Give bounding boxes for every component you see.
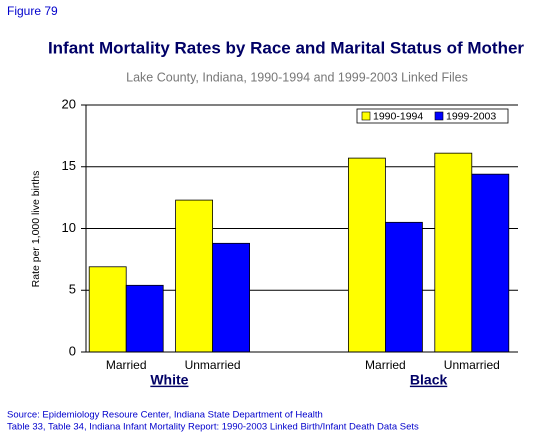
y-tick-label: 0 bbox=[69, 343, 76, 358]
x-tick-label: Unmarried bbox=[444, 358, 500, 372]
legend-label: 1990-1994 bbox=[373, 110, 423, 122]
bar bbox=[384, 221, 423, 353]
bar bbox=[125, 284, 164, 353]
y-tick-label: 10 bbox=[62, 220, 76, 235]
legend-swatch bbox=[361, 111, 371, 121]
group-label: White bbox=[150, 372, 188, 388]
y-tick-label: 15 bbox=[62, 158, 76, 173]
bar bbox=[347, 157, 386, 353]
x-tick-label: Unmarried bbox=[185, 358, 241, 372]
bar bbox=[212, 242, 251, 353]
group-label: Black bbox=[410, 372, 448, 388]
y-tick-label: 20 bbox=[62, 96, 76, 111]
legend-box bbox=[356, 108, 509, 124]
bar bbox=[434, 152, 473, 353]
legend-swatch bbox=[434, 111, 444, 121]
source-line: Source: Epidemiology Resoure Center, Ind… bbox=[7, 410, 323, 421]
bar bbox=[175, 199, 214, 353]
chart-title: Infant Mortality Rates by Race and Marit… bbox=[48, 38, 524, 57]
chart-subtitle: Lake County, Indiana, 1990-1994 and 1999… bbox=[126, 70, 468, 84]
bar bbox=[471, 173, 510, 353]
source-line: Table 33, Table 34, Indiana Infant Morta… bbox=[7, 422, 419, 433]
bar bbox=[88, 266, 127, 353]
figure-label: Figure 79 bbox=[7, 4, 58, 18]
x-tick-label: Married bbox=[106, 358, 147, 372]
legend-label: 1999-2003 bbox=[446, 110, 496, 122]
y-tick-label: 5 bbox=[69, 282, 76, 297]
x-tick-label: Married bbox=[365, 358, 406, 372]
y-axis-label: Rate per 1,000 live births bbox=[30, 171, 42, 288]
